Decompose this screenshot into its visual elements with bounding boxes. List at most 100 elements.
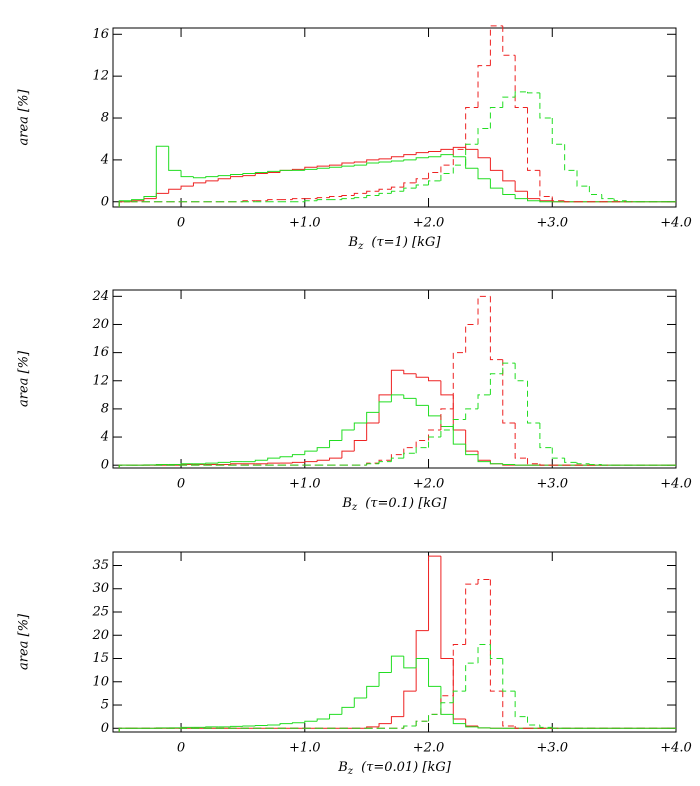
histogram-step [514, 91, 528, 98]
histogram-step [428, 180, 441, 186]
histogram-step [329, 457, 342, 461]
histogram-step [440, 686, 454, 715]
histogram-step [428, 405, 441, 417]
histogram-step [452, 644, 466, 696]
histogram-step [489, 460, 503, 465]
histogram-step [353, 697, 367, 708]
histogram-step [180, 170, 194, 178]
histogram-step [452, 426, 466, 445]
histogram-step [489, 579, 503, 692]
histogram-step [489, 178, 503, 189]
histogram-step [291, 454, 305, 457]
histogram-step [403, 690, 417, 717]
histogram-step [242, 175, 256, 177]
histogram-step [329, 713, 342, 719]
y-tick-label: 24 [91, 289, 109, 304]
histogram-step [452, 658, 466, 720]
y-tick-label: 12 [92, 69, 109, 84]
histogram-step [440, 702, 454, 715]
histogram-step [452, 418, 466, 431]
histogram-step [527, 107, 540, 171]
x-axis-symbol: B [341, 496, 352, 511]
x-axis-text: (τ=0.01) [kG] [361, 760, 452, 775]
histogram-step [131, 199, 144, 201]
histogram-step [465, 583, 479, 645]
histogram-step [304, 200, 318, 202]
histogram-step [440, 408, 454, 431]
y-tick-label: 30 [92, 581, 109, 596]
histogram-step [465, 444, 479, 456]
x-axis-symbol: B [348, 235, 359, 250]
histogram-step [267, 171, 281, 174]
histogram-step [279, 456, 293, 459]
histogram-step [341, 165, 355, 168]
histogram-step [551, 447, 565, 459]
histogram-step [366, 685, 380, 699]
histogram-step [378, 161, 392, 164]
histogram-step [440, 415, 454, 427]
histogram-step [390, 716, 404, 724]
histogram-step [180, 463, 194, 465]
histogram-step [452, 394, 466, 431]
histogram-step [477, 65, 491, 108]
histogram-step [415, 152, 429, 155]
histogram-step [539, 198, 553, 202]
histogram-step [415, 398, 429, 406]
histogram-step [477, 168, 491, 180]
histogram-step [316, 167, 330, 170]
histogram-step [378, 394, 392, 423]
x-axis-label: Bz (τ=1) [kG] [348, 235, 442, 252]
histogram-step [601, 464, 615, 466]
x-tick-label: +1.0 [289, 216, 321, 231]
histogram-step [539, 725, 553, 728]
histogram-step [168, 146, 182, 171]
histogram-step [428, 436, 441, 448]
histogram-step [353, 197, 367, 199]
histogram-step [353, 192, 367, 196]
histogram-step [403, 187, 417, 192]
histogram-step [527, 380, 540, 424]
histogram-step [415, 658, 429, 668]
histogram-step [452, 714, 466, 725]
histogram-step [353, 440, 367, 452]
histogram-step [502, 362, 516, 374]
histogram-step [155, 192, 169, 199]
histogram-step [428, 713, 441, 722]
histogram-step [477, 451, 491, 461]
histogram-step [452, 690, 466, 703]
histogram-step [588, 463, 602, 465]
histogram-step [254, 173, 268, 176]
histogram-step [316, 447, 330, 452]
histogram-step [465, 323, 479, 353]
histogram-step [267, 170, 281, 173]
histogram-step [452, 352, 466, 409]
histogram-step [341, 194, 355, 197]
histogram-step [390, 369, 404, 395]
histogram-step [440, 148, 454, 152]
histogram-step [514, 691, 528, 718]
histogram-step [378, 723, 392, 727]
histogram-step [465, 723, 479, 728]
histogram-step [230, 174, 243, 176]
histogram-step [613, 198, 627, 202]
histogram-step [477, 295, 491, 325]
y-tick-label: 0 [101, 721, 109, 736]
x-axis-text: (τ=1) [kG] [371, 235, 441, 250]
histogram-step [205, 180, 219, 183]
histogram-step [489, 296, 503, 361]
histogram-step [366, 162, 380, 166]
histogram-step [465, 662, 479, 692]
histogram-step [403, 370, 417, 375]
histogram-step [353, 161, 367, 164]
histogram-step [502, 96, 516, 108]
histogram-step [217, 178, 231, 181]
histogram-step [205, 176, 219, 178]
histogram-step [366, 463, 380, 466]
x-tick-label: +2.0 [413, 477, 445, 492]
histogram-step [230, 463, 243, 465]
histogram-series [118, 91, 676, 207]
x-axis-subscript: z [347, 766, 354, 777]
histogram-step [440, 154, 454, 157]
histogram-step [353, 164, 367, 167]
